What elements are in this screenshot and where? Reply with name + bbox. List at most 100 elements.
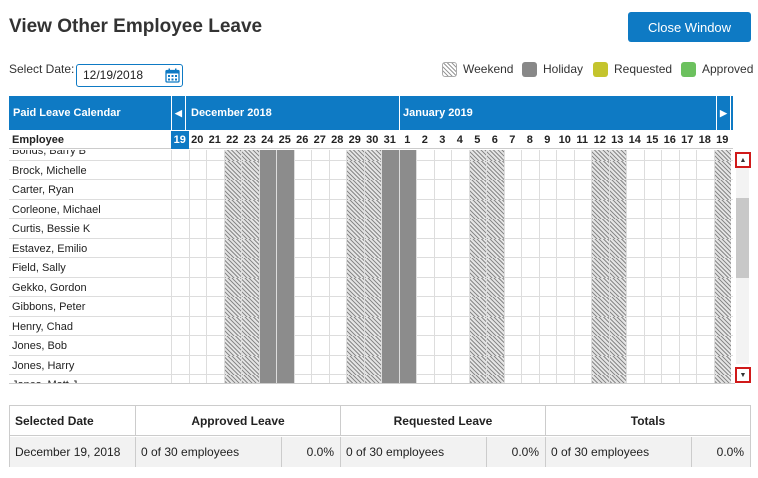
day-cell[interactable]	[486, 277, 504, 297]
day-cell[interactable]	[311, 355, 329, 375]
day-cell[interactable]	[626, 297, 644, 317]
day-cell[interactable]	[398, 160, 416, 180]
day-cell[interactable]	[626, 258, 644, 278]
day-cell[interactable]	[171, 316, 189, 336]
day-cell[interactable]	[696, 277, 714, 297]
day-cell[interactable]	[538, 336, 557, 356]
day-cell[interactable]	[328, 375, 347, 383]
day-cell[interactable]	[591, 375, 609, 383]
day-cell[interactable]	[661, 160, 679, 180]
day-cell[interactable]	[643, 219, 662, 239]
day-cell[interactable]	[258, 150, 276, 161]
day-cell[interactable]	[573, 375, 592, 383]
day-cell[interactable]	[258, 355, 276, 375]
day-cell[interactable]	[451, 258, 469, 278]
day-cell[interactable]	[241, 199, 259, 219]
day-cell[interactable]	[346, 297, 364, 317]
day-cell[interactable]	[381, 336, 399, 356]
day-cell[interactable]	[311, 238, 329, 258]
scrollbar-thumb[interactable]	[736, 198, 749, 278]
day-cell[interactable]	[398, 277, 416, 297]
day-cell[interactable]	[223, 277, 241, 297]
day-cell[interactable]	[696, 219, 714, 239]
day-cell[interactable]	[363, 219, 381, 239]
day-cell[interactable]	[416, 316, 434, 336]
day-cell[interactable]	[451, 180, 469, 200]
day-cell[interactable]	[678, 160, 697, 180]
day-cell[interactable]	[573, 258, 592, 278]
day-cell[interactable]	[626, 316, 644, 336]
day-cell[interactable]	[591, 219, 609, 239]
day-cell[interactable]	[678, 277, 697, 297]
day-cell[interactable]	[573, 336, 592, 356]
day-cell[interactable]	[678, 375, 697, 383]
day-cell[interactable]	[363, 238, 381, 258]
day-cell[interactable]	[643, 297, 662, 317]
day-cell[interactable]	[188, 199, 207, 219]
day-cell[interactable]	[468, 297, 486, 317]
day-cell[interactable]	[591, 355, 609, 375]
day-cell[interactable]	[503, 277, 522, 297]
day-cell[interactable]	[468, 316, 486, 336]
day-cell[interactable]	[206, 150, 224, 161]
day-cell[interactable]	[293, 297, 312, 317]
day-cell[interactable]	[521, 150, 539, 161]
day-cell[interactable]	[556, 355, 574, 375]
calendar-icon[interactable]	[165, 68, 180, 83]
day-cell[interactable]	[188, 297, 207, 317]
day-cell[interactable]	[311, 150, 329, 161]
day-cell[interactable]	[626, 180, 644, 200]
day-cell[interactable]	[696, 316, 714, 336]
day-cell[interactable]	[293, 258, 312, 278]
day-cell[interactable]	[381, 180, 399, 200]
day-cell[interactable]	[433, 316, 452, 336]
day-cell[interactable]	[258, 316, 276, 336]
day-cell[interactable]	[521, 160, 539, 180]
day-cell[interactable]	[206, 336, 224, 356]
day-cell[interactable]	[346, 199, 364, 219]
day-cell[interactable]	[363, 160, 381, 180]
day-cell[interactable]	[521, 258, 539, 278]
next-month-button[interactable]: ▶	[716, 96, 731, 130]
day-cell[interactable]	[713, 375, 731, 383]
day-cell[interactable]	[398, 238, 416, 258]
day-cell[interactable]	[363, 150, 381, 161]
day-cell[interactable]	[451, 238, 469, 258]
day-cell[interactable]	[188, 180, 207, 200]
day-cell[interactable]	[293, 355, 312, 375]
close-window-button[interactable]: Close Window	[628, 12, 751, 42]
day-cell[interactable]	[643, 238, 662, 258]
day-cell[interactable]	[591, 180, 609, 200]
day-cell[interactable]	[678, 316, 697, 336]
day-cell[interactable]	[311, 336, 329, 356]
day-cell[interactable]	[591, 238, 609, 258]
day-cell[interactable]	[416, 355, 434, 375]
day-cell[interactable]	[538, 180, 557, 200]
day-cell[interactable]	[346, 219, 364, 239]
day-cell[interactable]	[661, 219, 679, 239]
day-cell[interactable]	[311, 199, 329, 219]
day-cell[interactable]	[241, 160, 259, 180]
day-cell[interactable]	[346, 160, 364, 180]
day-cell[interactable]	[433, 258, 452, 278]
day-cell[interactable]	[626, 336, 644, 356]
day-cell[interactable]	[538, 277, 557, 297]
day-cell[interactable]	[328, 355, 347, 375]
day-cell[interactable]	[188, 375, 207, 383]
day-cell[interactable]	[538, 355, 557, 375]
day-cell[interactable]	[696, 258, 714, 278]
day-cell[interactable]	[713, 277, 731, 297]
day-cell[interactable]	[276, 355, 294, 375]
day-cell[interactable]	[538, 297, 557, 317]
day-cell[interactable]	[538, 150, 557, 161]
day-cell[interactable]	[591, 199, 609, 219]
day-cell[interactable]	[416, 238, 434, 258]
day-cell[interactable]	[591, 316, 609, 336]
day-cell[interactable]	[696, 238, 714, 258]
day-cell[interactable]	[608, 150, 626, 161]
day-cell[interactable]	[416, 336, 434, 356]
day-cell[interactable]	[468, 336, 486, 356]
day-cell[interactable]	[241, 277, 259, 297]
day-cell[interactable]	[661, 199, 679, 219]
day-cell[interactable]	[591, 277, 609, 297]
